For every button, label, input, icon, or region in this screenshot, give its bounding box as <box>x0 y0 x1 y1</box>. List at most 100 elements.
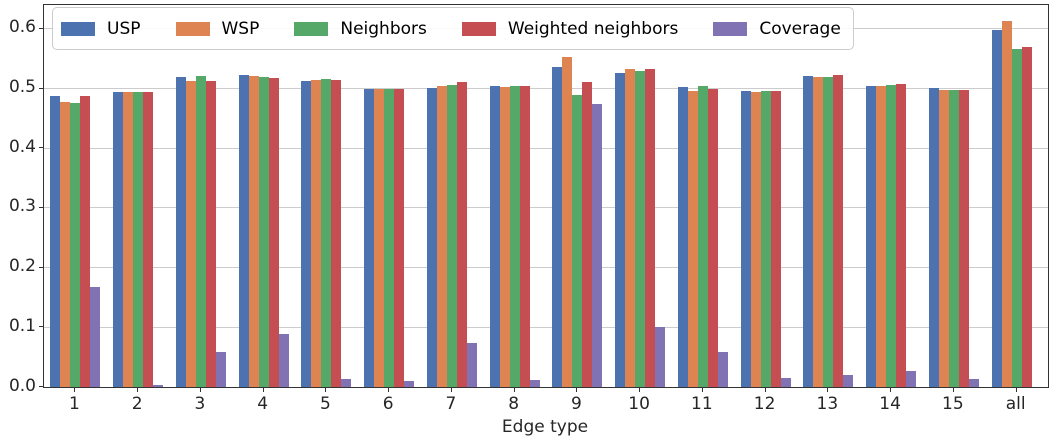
legend-swatch-icon <box>61 21 95 36</box>
bar-usp-1 <box>50 96 61 387</box>
bar-usp-14 <box>866 85 877 387</box>
x-tick-mark <box>325 387 327 392</box>
x-tick-label-9: 9 <box>570 394 582 414</box>
legend-swatch-icon <box>294 21 329 36</box>
bar-neighbors-15 <box>948 90 959 387</box>
x-tick-mark <box>450 387 452 392</box>
bar-weighted-neighbors-1 <box>80 95 91 387</box>
legend-swatch-icon <box>461 21 496 36</box>
bar-neighbors-1 <box>70 102 81 387</box>
bar-coverage-14 <box>906 371 917 387</box>
bar-neighbors-14 <box>886 84 897 387</box>
bar-usp-11 <box>677 86 688 387</box>
bar-weighted-neighbors-5 <box>331 79 342 387</box>
y-tick-label-0.6: 0.6 <box>8 17 36 38</box>
bar-coverage-13 <box>843 375 854 387</box>
bar-coverage-2 <box>153 384 164 387</box>
y-tick-mark <box>39 147 44 149</box>
x-tick-label-6: 6 <box>382 394 394 414</box>
bar-coverage-11 <box>717 352 728 387</box>
x-tick-mark <box>262 387 264 392</box>
y-tick-mark <box>39 206 44 208</box>
x-tick-label-4: 4 <box>257 394 269 414</box>
bar-weighted-neighbors-13 <box>833 74 844 387</box>
legend-item-weighted-neighbors: Weighted neighbors <box>461 19 678 39</box>
bar-usp-10 <box>615 73 626 387</box>
bar-coverage-9 <box>592 104 603 387</box>
bar-coverage-1 <box>90 287 101 387</box>
x-tick-mark <box>827 387 829 392</box>
bar-weighted-neighbors-6 <box>394 88 405 387</box>
x-tick-mark <box>74 387 76 392</box>
bar-coverage-15 <box>968 379 979 387</box>
legend: USP WSP Neighbors Weighted neighbors Coverag… <box>52 7 854 50</box>
legend-item-usp: USP <box>61 19 141 39</box>
bar-coverage-8 <box>529 379 540 387</box>
x-axis-title: Edge type <box>501 417 589 437</box>
legend-item-coverage: Coverage <box>713 18 841 39</box>
bar-usp-6 <box>364 89 375 387</box>
bar-wsp-4 <box>248 76 259 387</box>
x-tick-label-12: 12 <box>753 394 776 414</box>
bar-neighbors-4 <box>258 76 269 387</box>
bar-wsp-6 <box>374 89 385 387</box>
bar-weighted-neighbors-15 <box>958 90 969 387</box>
x-tick-mark <box>388 387 390 392</box>
bar-weighted-neighbors-11 <box>707 88 718 387</box>
legend-item-neighbors: Neighbors <box>294 19 427 39</box>
x-tick-mark <box>513 387 515 392</box>
bar-wsp-9 <box>562 56 573 387</box>
x-tick-mark <box>764 387 766 392</box>
bar-neighbors-10 <box>635 71 646 387</box>
bar-weighted-neighbors-7 <box>456 82 467 387</box>
bar-usp-4 <box>238 75 249 387</box>
bar-wsp-1 <box>60 102 71 387</box>
bar-neighbors-5 <box>321 79 332 387</box>
x-tick-label-7: 7 <box>445 394 457 414</box>
bar-coverage-4 <box>278 334 289 387</box>
bar-neighbors-3 <box>195 76 206 387</box>
bar-neighbors-7 <box>446 84 457 387</box>
x-tick-label-2: 2 <box>131 394 143 414</box>
gridline-0.1 <box>44 326 1048 328</box>
bar-neighbors-8 <box>509 85 520 387</box>
bar-neighbors-12 <box>760 90 771 387</box>
x-tick-mark <box>576 387 578 392</box>
bar-weighted-neighbors-9 <box>582 82 593 387</box>
bar-wsp-10 <box>625 68 636 387</box>
bar-wsp-all <box>1001 20 1012 387</box>
bar-coverage-10 <box>655 326 666 387</box>
bar-neighbors-6 <box>384 89 395 387</box>
bar-coverage-3 <box>215 352 226 387</box>
x-tick-mark <box>952 387 954 392</box>
bar-weighted-neighbors-8 <box>519 85 530 387</box>
y-tick-label-0.2: 0.2 <box>8 256 36 277</box>
legend-label: WSP <box>221 18 260 39</box>
bar-usp-3 <box>175 76 186 387</box>
legend-swatch-icon <box>175 21 210 36</box>
y-tick-label-0.5: 0.5 <box>8 77 36 98</box>
bar-weighted-neighbors-10 <box>645 68 656 387</box>
y-tick-mark <box>39 326 44 328</box>
bar-usp-8 <box>489 85 500 387</box>
x-tick-label-14: 14 <box>879 394 901 414</box>
x-tick-label-13: 13 <box>816 394 839 414</box>
bar-usp-9 <box>552 67 563 387</box>
bar-weighted-neighbors-4 <box>268 78 279 387</box>
x-tick-label-11: 11 <box>691 394 713 414</box>
bar-weighted-neighbors-3 <box>205 80 216 387</box>
bar-neighbors-13 <box>823 76 834 387</box>
bar-coverage-7 <box>466 343 477 387</box>
x-tick-label-5: 5 <box>319 394 331 414</box>
bar-usp-15 <box>928 87 939 387</box>
bar-wsp-2 <box>123 92 134 387</box>
legend-label: Neighbors <box>340 18 427 39</box>
y-tick-mark <box>39 87 44 89</box>
x-tick-label-15: 15 <box>942 394 964 414</box>
y-tick-mark <box>39 27 44 29</box>
gridline-0.4 <box>44 147 1048 149</box>
bar-usp-13 <box>803 76 814 387</box>
legend-item-wsp: WSP <box>175 18 260 39</box>
legend-label: Coverage <box>759 18 841 39</box>
bar-usp-2 <box>113 92 124 387</box>
